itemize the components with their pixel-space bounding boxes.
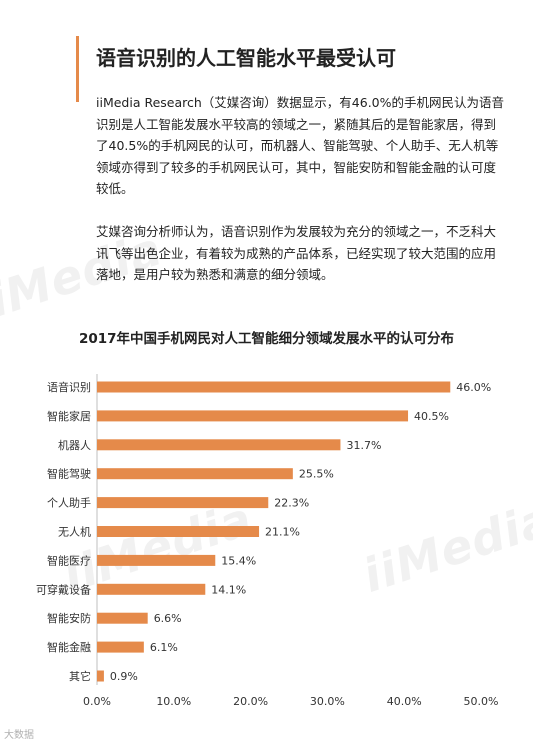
footer-watermark: 大数据 xyxy=(4,730,34,741)
x-tick-label: 10.0% xyxy=(156,695,191,708)
data-label: 15.4% xyxy=(221,554,256,567)
bar xyxy=(97,468,293,480)
data-label: 31.7% xyxy=(346,439,381,452)
category-label: 无人机 xyxy=(58,525,91,539)
bar xyxy=(97,583,206,595)
category-label: 个人助手 xyxy=(47,496,91,510)
chart-title: 2017年中国手机网民对人工智能细分领域发展水平的认可分布 xyxy=(78,331,455,347)
data-label: 40.5% xyxy=(414,410,449,423)
category-label: 智能驾驶 xyxy=(47,467,91,481)
heading-accent-bar xyxy=(76,36,79,102)
category-label: 可穿戴设备 xyxy=(36,582,91,596)
data-label: 21.1% xyxy=(265,526,300,539)
category-label: 智能家居 xyxy=(47,409,91,423)
bar xyxy=(97,554,216,566)
category-label: 智能金融 xyxy=(47,640,91,654)
data-label: 14.1% xyxy=(211,583,246,596)
bar xyxy=(97,410,409,422)
analyst-paragraph: 艾媒咨询分析师认为，语音识别作为发展较为充分的领域之一，不乏科大讯飞等出色企业，… xyxy=(96,224,497,282)
x-tick-label: 20.0% xyxy=(233,695,268,708)
bar xyxy=(97,497,269,509)
data-label: 22.3% xyxy=(274,497,309,510)
page-heading: 语音识别的人工智能水平最受认可 xyxy=(96,46,396,70)
bar xyxy=(97,439,341,451)
category-label: 智能安防 xyxy=(47,611,91,625)
x-tick-label: 50.0% xyxy=(464,695,499,708)
data-label: 46.0% xyxy=(456,381,491,394)
category-label: 智能医疗 xyxy=(47,553,91,567)
bar xyxy=(97,526,260,537)
intro-paragraph: iiMedia Research（艾媒咨询）数据显示，有46.0%的手机网民认为… xyxy=(96,95,505,196)
bar xyxy=(97,612,148,624)
data-label: 6.6% xyxy=(154,612,182,625)
data-label: 25.5% xyxy=(299,468,334,481)
data-label: 0.9% xyxy=(110,670,138,683)
category-label: 机器人 xyxy=(58,438,91,452)
x-tick-label: 30.0% xyxy=(310,695,345,708)
category-label: 其它 xyxy=(69,669,91,683)
data-label: 6.1% xyxy=(150,641,178,654)
bar xyxy=(97,670,104,682)
x-tick-label: 40.0% xyxy=(387,695,422,708)
category-label: 语音识别 xyxy=(47,380,91,394)
bar xyxy=(97,641,144,653)
x-tick-label: 0.0% xyxy=(83,695,111,708)
bar xyxy=(97,381,451,393)
